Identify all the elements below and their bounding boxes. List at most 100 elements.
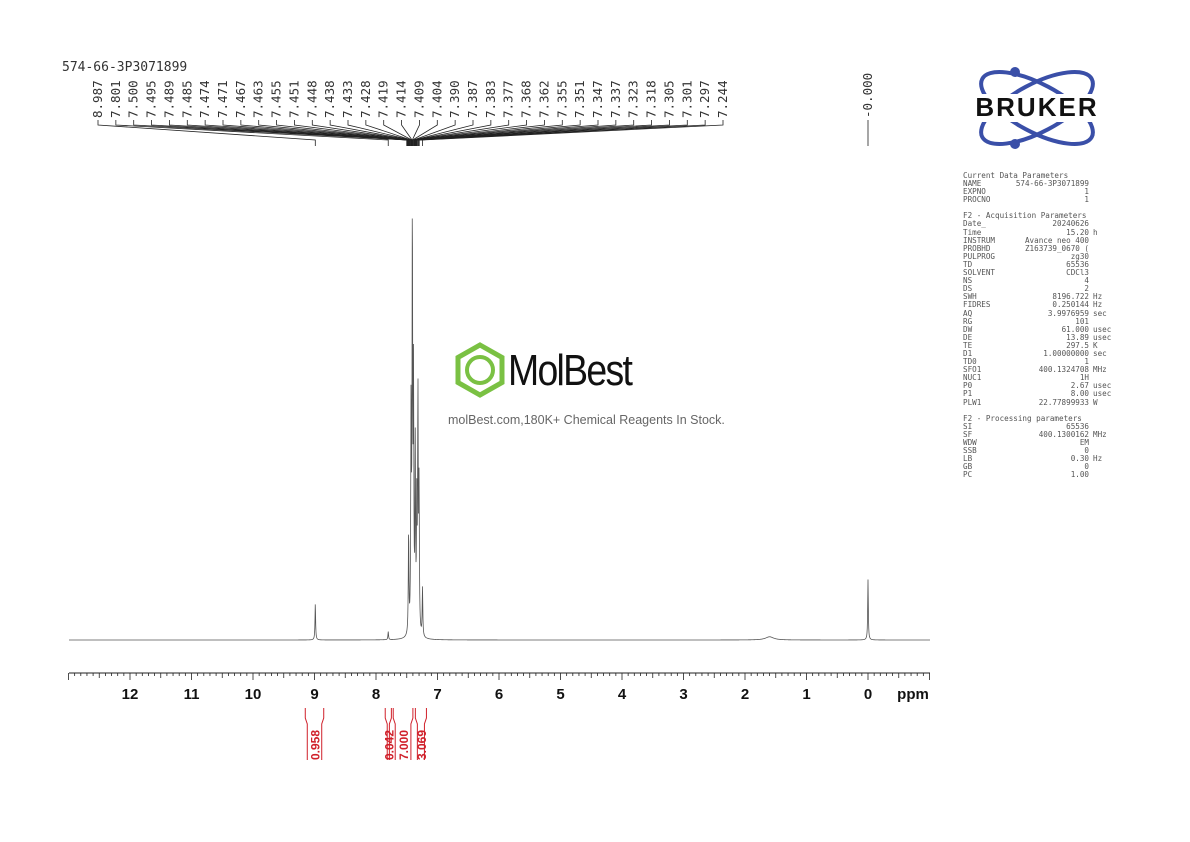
- param-key: DW: [963, 324, 973, 334]
- param-unit: [1089, 237, 1093, 245]
- param-key: NAME: [963, 179, 982, 189]
- peak-label: 7.404: [429, 80, 444, 118]
- peak-label: 7.297: [697, 80, 712, 118]
- param-row: DW 61.000 usec: [963, 324, 1123, 334]
- benzene-logo-icon: [455, 342, 505, 398]
- x-tick-label: 4: [618, 686, 627, 703]
- param-value: 20240626: [1052, 219, 1089, 229]
- integral-bracket: [392, 708, 414, 760]
- param-unit: MHz: [1093, 429, 1107, 439]
- param-key: D1: [963, 348, 973, 358]
- peak-label: 7.355: [554, 80, 569, 118]
- param-key: DE: [963, 332, 973, 342]
- param-unit: Hz: [1093, 292, 1103, 302]
- param-key: LB: [963, 454, 973, 464]
- peak-label: 7.801: [108, 80, 123, 118]
- integral-bracket: [304, 708, 325, 760]
- peak-label-connector: [418, 120, 706, 146]
- param-unit: Hz: [1093, 300, 1103, 310]
- param-value: 8.00: [1070, 389, 1089, 399]
- param-unit: Hz: [1093, 454, 1103, 464]
- param-value: 4: [1084, 276, 1089, 286]
- peak-label: 7.463: [251, 80, 266, 118]
- param-key: RG: [963, 316, 973, 326]
- param-row: AQ 3.9976959 sec: [963, 308, 1123, 318]
- param-unit: usec: [1093, 381, 1112, 391]
- param-row: DE 13.89 usec: [963, 332, 1123, 342]
- param-row: DS 2: [963, 285, 1123, 293]
- peak-label-connector: [415, 120, 599, 146]
- param-row: TE 297.5 K: [963, 340, 1123, 350]
- param-key: SI: [963, 421, 973, 431]
- param-value: 574-66-3P3071899: [1015, 179, 1089, 189]
- peak-label-connector: [416, 120, 617, 146]
- peak-label-connector: [417, 120, 652, 146]
- param-value: 0.250144: [1052, 300, 1089, 310]
- param-unit: [1089, 196, 1093, 204]
- param-value: 65536: [1066, 421, 1089, 431]
- param-row: GB 0: [963, 463, 1123, 471]
- param-unit: sec: [1093, 348, 1107, 358]
- param-key: INSTRUM: [963, 235, 996, 245]
- param-unit: [1089, 245, 1093, 253]
- peak-label: 7.495: [144, 80, 159, 118]
- peak-label: 7.428: [358, 80, 373, 118]
- param-value: 13.89: [1066, 332, 1089, 342]
- param-key: SWH: [963, 292, 977, 302]
- x-tick-label: 6: [495, 686, 503, 703]
- peak-label-connector: [115, 120, 389, 146]
- param-value: 1.00: [1070, 470, 1089, 480]
- param-value: 0: [1084, 446, 1089, 455]
- param-row: FIDRES 0.250144 Hz: [963, 301, 1123, 309]
- param-row: SWH 8196.722 Hz: [963, 293, 1123, 301]
- param-key: TD0: [963, 357, 977, 367]
- peak-label-connector: [413, 120, 492, 146]
- param-key: NS: [963, 276, 973, 286]
- param-unit: sec: [1093, 308, 1107, 318]
- param-row: Date_ 20240626: [963, 220, 1123, 228]
- param-value: 1: [1084, 195, 1089, 205]
- param-row: LB 0.30 Hz: [963, 454, 1123, 464]
- param-row: PC 1.00: [963, 471, 1123, 479]
- x-tick-label: 8: [372, 686, 380, 703]
- integral-bracket: [414, 708, 427, 760]
- param-unit: [1089, 261, 1093, 269]
- integral-bracket: [384, 708, 392, 760]
- param-row: SI 65536: [963, 421, 1123, 431]
- param-row: RG 101: [963, 316, 1123, 326]
- param-row: SOLVENT CDCl3: [963, 268, 1123, 278]
- param-unit: [1089, 277, 1093, 285]
- peak-label: 7.377: [501, 80, 516, 118]
- peak-label: 8.987: [90, 80, 105, 118]
- param-key: P1: [963, 389, 973, 399]
- param-key: EXPNO: [963, 187, 986, 197]
- integral-value: 3.069: [415, 730, 429, 760]
- watermark-name: MolBest: [508, 346, 633, 395]
- x-tick-label: 0: [864, 686, 872, 703]
- param-unit: K: [1093, 340, 1098, 350]
- peak-label: 7.337: [608, 80, 623, 118]
- bruker-logo: BRUKER: [955, 64, 1120, 159]
- param-row: NAME 574-66-3P3071899: [963, 179, 1123, 189]
- peak-label: 7.433: [340, 80, 355, 118]
- x-axis-label: ppm: [897, 686, 929, 703]
- param-value: 0: [1084, 462, 1089, 472]
- param-value: 3.9976959: [1047, 308, 1089, 318]
- x-tick-label: 3: [679, 686, 687, 703]
- peak-label: 7.387: [465, 80, 480, 118]
- param-row: PULPROG zg30: [963, 252, 1123, 261]
- param-unit: [1089, 253, 1093, 261]
- param-key: SOLVENT: [963, 268, 996, 278]
- peak-label: 7.471: [215, 80, 230, 118]
- x-tick-label: 9: [310, 686, 318, 703]
- param-value: 15.20: [1066, 227, 1089, 237]
- peak-label: 7.362: [536, 80, 551, 118]
- peak-label: 7.368: [519, 80, 534, 118]
- param-key: TD: [963, 259, 973, 269]
- param-row: TD0 1: [963, 357, 1123, 367]
- param-value: 2: [1084, 284, 1089, 294]
- spectrum-title: 574-66-3P3071899: [62, 60, 188, 75]
- peak-label: 7.390: [447, 80, 462, 118]
- param-row: INSTRUM Avance neo 400: [963, 235, 1123, 245]
